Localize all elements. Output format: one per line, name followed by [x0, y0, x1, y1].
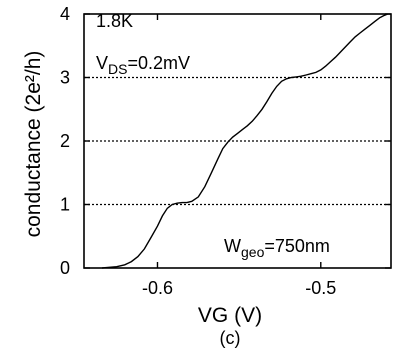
y-tick-label: 4: [60, 4, 70, 24]
wgeo-label-rest: =750nm: [264, 236, 330, 256]
conductance-curve: [101, 13, 388, 269]
plot-area: [83, 13, 392, 269]
wgeo-label-sub: geo: [241, 244, 265, 260]
y-axis-label: conductance (2e²/h): [22, 51, 45, 238]
vds-label-sub: DS: [108, 61, 127, 77]
y-tick-label: 2: [60, 131, 70, 151]
x-tick-label: -0.6: [142, 278, 173, 298]
wgeo-label: Wgeo=750nm: [224, 236, 330, 260]
x-axis-label: VG (V): [198, 304, 262, 327]
y-tick-label: 0: [60, 258, 70, 278]
vds-label-rest: =0.2mV: [127, 53, 190, 73]
reference-lines: [84, 76, 391, 206]
vds-label-main: V: [96, 53, 108, 73]
vds-label: VDS=0.2mV: [96, 53, 190, 77]
panel-label: (c): [220, 328, 241, 348]
y-tick-label: 3: [60, 68, 70, 88]
temperature-label: 1.8K: [96, 11, 133, 31]
y-tick-label: 1: [60, 195, 70, 215]
x-tick-label: -0.5: [305, 278, 336, 298]
wgeo-label-main: W: [224, 236, 241, 256]
axis-ticks: [84, 13, 391, 269]
